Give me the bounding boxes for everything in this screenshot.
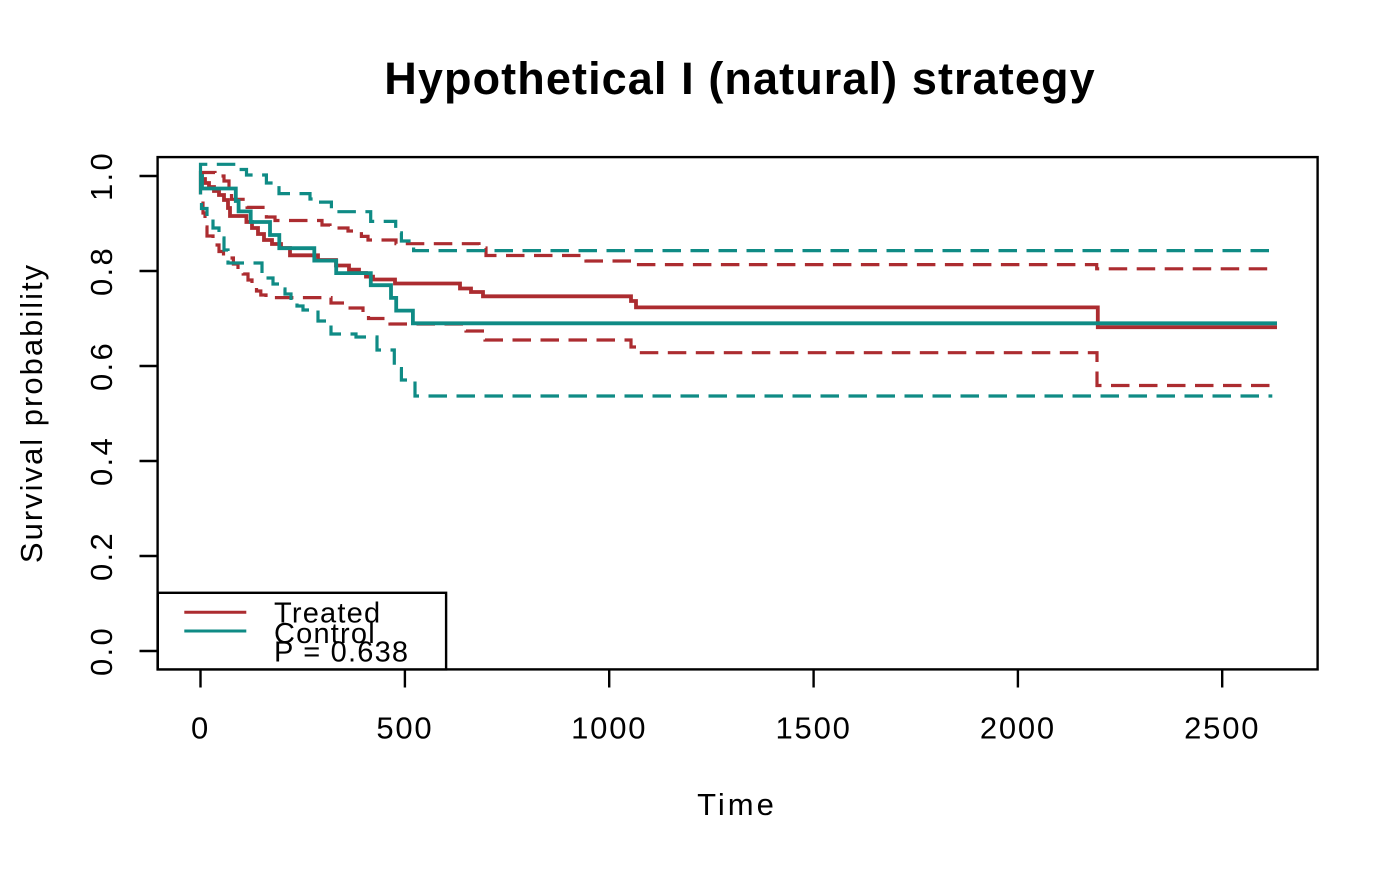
svg-text:Hypothetical I (natural) strat: Hypothetical I (natural) strategy xyxy=(384,53,1095,104)
svg-text:Control: Control xyxy=(274,618,376,650)
svg-text:Survival probability: Survival probability xyxy=(14,263,49,563)
svg-text:0.8: 0.8 xyxy=(84,246,119,296)
svg-text:2000: 2000 xyxy=(980,711,1056,746)
svg-text:0.0: 0.0 xyxy=(84,626,119,676)
svg-text:2500: 2500 xyxy=(1184,711,1260,746)
svg-text:0.2: 0.2 xyxy=(84,531,119,581)
svg-text:1000: 1000 xyxy=(571,711,647,746)
svg-text:Treated: Treated xyxy=(274,598,381,630)
svg-text:500: 500 xyxy=(376,711,433,746)
svg-text:P = 0.638: P = 0.638 xyxy=(274,636,409,668)
svg-text:0.4: 0.4 xyxy=(84,436,119,486)
svg-text:1.0: 1.0 xyxy=(84,151,119,201)
svg-text:0.6: 0.6 xyxy=(84,341,119,391)
svg-text:Time: Time xyxy=(697,787,777,822)
svg-text:1500: 1500 xyxy=(776,711,852,746)
svg-text:0: 0 xyxy=(191,711,210,746)
